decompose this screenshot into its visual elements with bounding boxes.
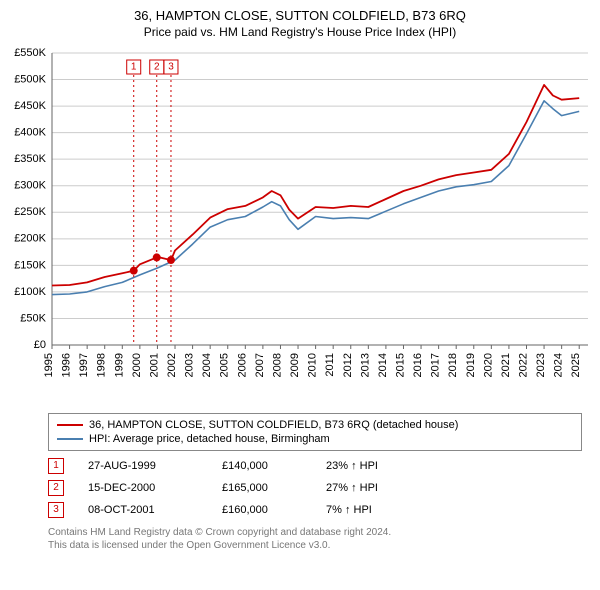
sale-row: 3 08-OCT-2001 £160,000 7% ↑ HPI (48, 499, 582, 521)
svg-text:2002: 2002 (166, 353, 178, 377)
svg-text:2009: 2009 (289, 353, 301, 377)
svg-text:2011: 2011 (324, 353, 336, 377)
svg-text:1996: 1996 (61, 353, 73, 377)
svg-text:£150K: £150K (14, 259, 46, 271)
legend-item: 36, HAMPTON CLOSE, SUTTON COLDFIELD, B73… (57, 418, 573, 432)
svg-text:2003: 2003 (184, 353, 196, 377)
legend-item: HPI: Average price, detached house, Birm… (57, 432, 573, 446)
svg-text:1: 1 (131, 62, 137, 73)
sale-price: £165,000 (222, 482, 302, 494)
legend-label: 36, HAMPTON CLOSE, SUTTON COLDFIELD, B73… (89, 419, 458, 431)
sale-row: 2 15-DEC-2000 £165,000 27% ↑ HPI (48, 477, 582, 499)
sale-date: 27-AUG-1999 (88, 460, 198, 472)
legend-label: HPI: Average price, detached house, Birm… (89, 433, 330, 445)
sale-badge: 3 (48, 502, 64, 518)
chart-area: £0 £50K £100K £150K £200K £250K £300K £350K £400… (0, 45, 600, 405)
svg-text:2018: 2018 (447, 353, 459, 377)
svg-text:2015: 2015 (394, 353, 406, 377)
svg-text:2014: 2014 (377, 353, 389, 377)
svg-text:2025: 2025 (570, 353, 582, 377)
svg-text:2019: 2019 (465, 353, 477, 377)
sale-date: 08-OCT-2001 (88, 504, 198, 516)
svg-text:2007: 2007 (254, 353, 266, 377)
sale-diff: 23% ↑ HPI (326, 460, 416, 472)
chart-title: 36, HAMPTON CLOSE, SUTTON COLDFIELD, B73… (0, 0, 600, 23)
svg-text:£400K: £400K (14, 127, 46, 139)
svg-text:2024: 2024 (553, 353, 565, 377)
legend-swatch (57, 424, 83, 426)
svg-text:£250K: £250K (14, 206, 46, 218)
svg-text:2021: 2021 (500, 353, 512, 377)
svg-text:£450K: £450K (14, 100, 46, 112)
svg-text:3: 3 (168, 62, 174, 73)
svg-text:2004: 2004 (201, 353, 213, 377)
sale-diff: 7% ↑ HPI (326, 504, 416, 516)
sale-price: £160,000 (222, 504, 302, 516)
svg-text:£350K: £350K (14, 153, 46, 165)
svg-text:2013: 2013 (359, 353, 371, 377)
line-chart: £0 £50K £100K £150K £200K £250K £300K £350K £400… (0, 45, 600, 405)
svg-text:£500K: £500K (14, 73, 46, 85)
svg-text:2023: 2023 (535, 353, 547, 377)
sales-table: 1 27-AUG-1999 £140,000 23% ↑ HPI 2 15-DE… (48, 455, 582, 521)
svg-text:2005: 2005 (219, 353, 231, 377)
footnote-line: Contains HM Land Registry data © Crown c… (48, 527, 582, 540)
sale-row: 1 27-AUG-1999 £140,000 23% ↑ HPI (48, 455, 582, 477)
footnote-line: This data is licensed under the Open Gov… (48, 540, 582, 553)
svg-text:1999: 1999 (113, 353, 125, 377)
sale-badge: 1 (48, 458, 64, 474)
svg-text:£200K: £200K (14, 233, 46, 245)
svg-text:£0: £0 (34, 339, 46, 351)
svg-text:2012: 2012 (342, 353, 354, 377)
svg-text:£550K: £550K (14, 47, 46, 59)
svg-text:2010: 2010 (307, 353, 319, 377)
svg-text:2022: 2022 (517, 353, 529, 377)
chart-subtitle: Price paid vs. HM Land Registry's House … (0, 23, 600, 45)
svg-text:2016: 2016 (412, 353, 424, 377)
svg-text:2: 2 (154, 62, 160, 73)
page: 36, HAMPTON CLOSE, SUTTON COLDFIELD, B73… (0, 0, 600, 552)
svg-text:£50K: £50K (20, 312, 46, 324)
svg-text:2020: 2020 (482, 353, 494, 377)
svg-text:1997: 1997 (78, 353, 90, 377)
svg-text:2001: 2001 (148, 353, 160, 377)
svg-text:£300K: £300K (14, 180, 46, 192)
sale-date: 15-DEC-2000 (88, 482, 198, 494)
svg-text:2000: 2000 (131, 353, 143, 377)
sale-diff: 27% ↑ HPI (326, 482, 416, 494)
svg-text:2006: 2006 (236, 353, 248, 377)
svg-text:2008: 2008 (271, 353, 283, 377)
svg-text:1998: 1998 (96, 353, 108, 377)
legend-swatch (57, 438, 83, 440)
legend: 36, HAMPTON CLOSE, SUTTON COLDFIELD, B73… (48, 413, 582, 451)
sale-badge: 2 (48, 480, 64, 496)
svg-text:1995: 1995 (43, 353, 55, 377)
svg-text:2017: 2017 (430, 353, 442, 377)
sale-price: £140,000 (222, 460, 302, 472)
footnote: Contains HM Land Registry data © Crown c… (48, 527, 582, 552)
svg-text:£100K: £100K (14, 286, 46, 298)
